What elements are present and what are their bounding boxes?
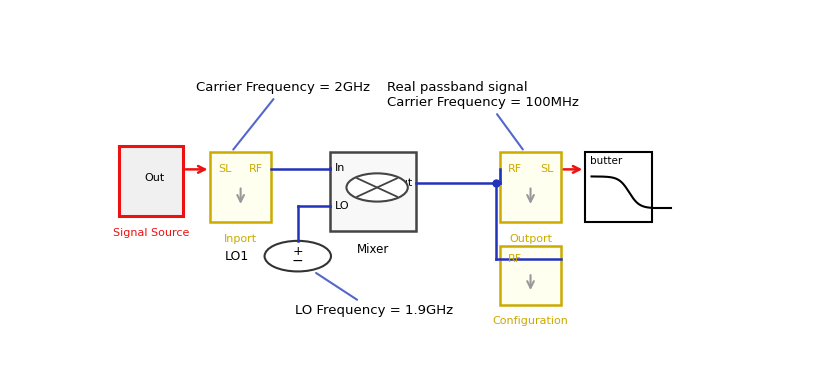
Bar [330,152,416,231]
Bar [210,152,271,222]
Bar [500,246,561,305]
Text: RF: RF [508,254,522,264]
Bar [119,146,183,217]
Text: Out: Out [392,178,413,188]
Text: In: In [335,163,345,173]
Text: butter: butter [590,156,622,166]
Text: Inport: Inport [224,234,257,244]
Text: RF: RF [249,164,264,174]
Text: SL: SL [540,164,553,174]
Text: Carrier Frequency = 2GHz: Carrier Frequency = 2GHz [195,81,370,150]
Text: Real passband signal
Carrier Frequency = 100MHz: Real passband signal Carrier Frequency =… [387,81,579,149]
Bar [585,152,653,222]
Text: Configuration: Configuration [493,316,569,327]
Text: Outport: Outport [509,234,552,244]
Text: RF: RF [508,164,522,174]
Text: +: + [293,245,303,258]
Text: LO: LO [335,201,349,211]
Text: −: − [292,254,303,268]
Circle shape [346,173,408,202]
Text: LO1: LO1 [224,250,249,263]
Bar [500,152,561,222]
Text: Out: Out [144,173,164,183]
Text: Signal Source: Signal Source [113,228,189,238]
Circle shape [265,241,331,272]
Text: Mixer: Mixer [357,243,389,256]
Text: LO Frequency = 1.9GHz: LO Frequency = 1.9GHz [295,273,452,317]
Text: SL: SL [218,164,232,174]
